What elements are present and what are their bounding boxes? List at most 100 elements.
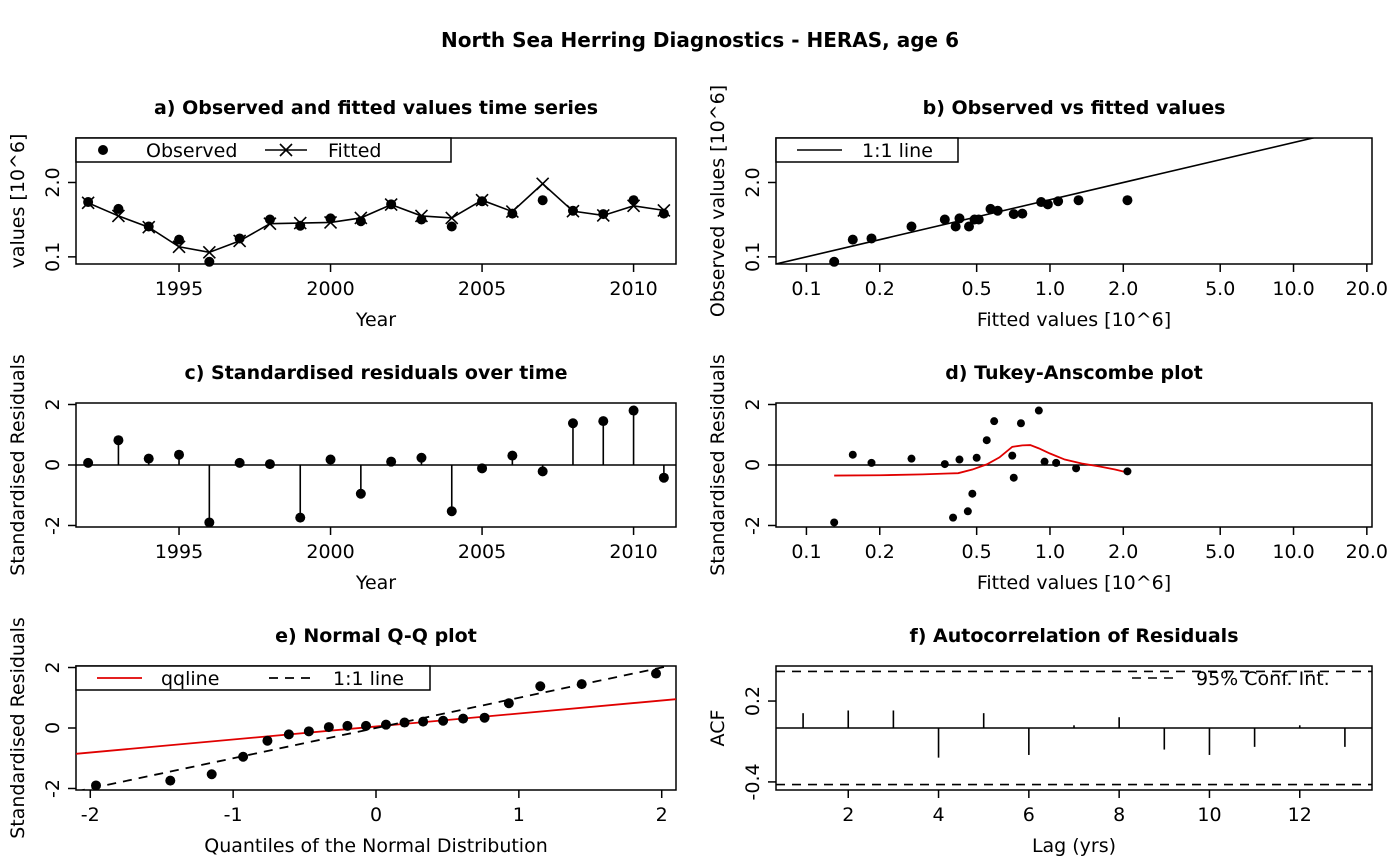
y-tick-label: 0: [742, 459, 764, 471]
x-axis-label: Fitted values [10^6]: [977, 309, 1171, 331]
data-point: [1008, 451, 1017, 460]
x-axis-label: Lag (yrs): [1032, 835, 1116, 857]
data-point: [507, 208, 518, 219]
x-axis-label: Fitted values [10^6]: [977, 572, 1171, 594]
data-point: [1008, 209, 1019, 220]
data-point: [567, 205, 578, 216]
legend: Observed Fitted: [75, 137, 452, 163]
legend-one-to-one-label: 1:1 line: [333, 668, 404, 690]
y-axis-label: ACF: [707, 710, 729, 747]
x-tick-label: 2000: [306, 541, 354, 563]
panel-title: f) Autocorrelation of Residuals: [909, 625, 1238, 647]
data-point: [204, 517, 215, 528]
data-point: [939, 214, 950, 225]
data-point: [1052, 458, 1061, 467]
legend-observed-symbol: [98, 145, 108, 155]
data-point: [83, 197, 94, 208]
y-axis-label: Observed values [10^6]: [707, 85, 729, 317]
legend: 1:1 line: [775, 137, 959, 163]
y-tick-label: 2: [742, 398, 764, 410]
x-tick-label: 2: [656, 804, 668, 826]
x-tick-label: -2: [81, 804, 100, 826]
data-point: [972, 453, 981, 462]
data-point: [416, 214, 427, 225]
data-point: [658, 472, 669, 483]
data-point: [940, 460, 949, 469]
data-point: [174, 449, 185, 460]
data-point: [1040, 457, 1049, 466]
data-point: [83, 457, 94, 468]
x-tick-label: 2.0: [1108, 278, 1138, 300]
data-point: [503, 698, 514, 709]
legend-conf-int-label: 95% Conf. Int.: [1196, 668, 1330, 690]
data-point: [458, 713, 469, 724]
data-point: [535, 681, 546, 692]
one-to-one-line: [78, 666, 674, 790]
data-point: [1042, 199, 1053, 210]
panel-a: a) Observed and fitted values time serie…: [7, 97, 677, 331]
smoother-line: [834, 444, 1128, 477]
data-point: [1072, 464, 1081, 473]
data-point: [990, 417, 999, 426]
x-tick-label: 2010: [609, 278, 657, 300]
data-point: [950, 221, 961, 232]
x-tick-label: 10.0: [1272, 541, 1314, 563]
x-tick-label: 0.1: [791, 278, 821, 300]
data-point: [992, 205, 1003, 216]
x-tick-label: 0.2: [865, 541, 895, 563]
data-point: [446, 506, 457, 517]
data-point: [628, 195, 639, 206]
data-point: [303, 726, 314, 737]
data-point: [295, 220, 306, 231]
x-axis-label: Year: [355, 309, 396, 331]
data-point: [628, 405, 639, 416]
panel-c: c) Standardised residuals over time 1995 2…: [7, 354, 677, 594]
data-point: [325, 213, 336, 224]
data-point: [91, 780, 101, 791]
data-point: [418, 716, 429, 727]
panel-d: d) Tukey-Anscombe plot 0.1 0.2 0.5 1.0 2.0 5.0…: [707, 354, 1388, 594]
data-point: [847, 234, 858, 245]
data-point: [143, 453, 154, 464]
data-point: [234, 233, 245, 244]
data-point: [1034, 406, 1043, 415]
data-point: [264, 214, 275, 225]
x-axis-label: Quantiles of the Normal Distribution: [204, 835, 548, 857]
figure-title: North Sea Herring Diagnostics - HERAS, a…: [441, 28, 959, 52]
panel-title: e) Normal Q-Q plot: [275, 625, 477, 647]
y-tick-label: 2.0: [42, 167, 64, 197]
data-point: [323, 722, 334, 733]
data-point: [1122, 195, 1133, 206]
x-tick-label: 5.0: [1205, 278, 1235, 300]
qqline: [76, 698, 676, 755]
y-tick-label: 0.2: [742, 686, 764, 716]
y-tick-label: 2.0: [742, 167, 764, 197]
data-point: [206, 769, 217, 780]
y-tick-label: -0.4: [742, 763, 764, 800]
y-tick-label: 2: [42, 661, 64, 673]
data-point: [848, 450, 857, 459]
data-point: [113, 203, 124, 214]
data-point: [238, 751, 249, 762]
x-tick-label: 0: [370, 804, 382, 826]
data-point: [1123, 467, 1132, 476]
x-tick-label: 2000: [306, 278, 354, 300]
data-point: [598, 416, 609, 427]
data-point: [477, 196, 488, 207]
data-point: [361, 720, 371, 731]
legend-box: [75, 137, 452, 163]
x-tick-label: 0.5: [962, 278, 992, 300]
data-point: [1053, 196, 1064, 207]
data-point: [598, 209, 609, 220]
data-point: [537, 195, 548, 206]
x-tick-label: 8: [1113, 804, 1125, 826]
data-point: [381, 719, 391, 730]
y-axis-label: Standardised Residuals: [7, 354, 29, 576]
x-tick-label: 2.0: [1108, 541, 1138, 563]
data-point: [165, 775, 176, 786]
data-point: [477, 463, 488, 474]
y-axis-label: Standardised Residuals: [7, 617, 29, 839]
x-tick-label: 0.5: [962, 541, 992, 563]
legend-label: 1:1 line: [862, 140, 933, 162]
panel-f: f) Autocorrelation of Residuals 2 4 6 8 10 12 -…: [707, 625, 1373, 857]
